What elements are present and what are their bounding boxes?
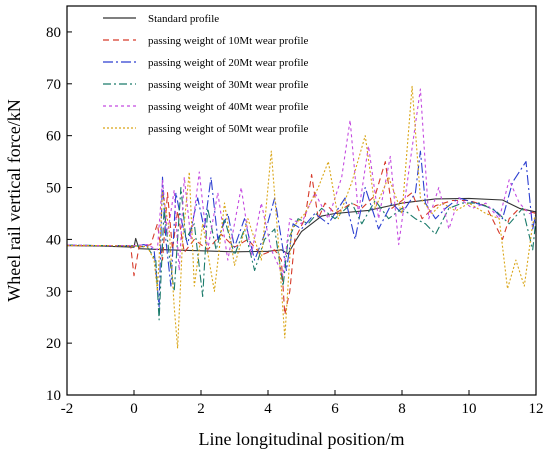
y-tick-label: 70 <box>46 77 61 93</box>
y-tick-label: 60 <box>46 129 61 145</box>
series-line-2 <box>66 150 537 308</box>
y-tick-label: 80 <box>46 25 61 41</box>
legend: Standard profile passing weight of 10Mt w… <box>103 13 308 135</box>
y-axis-title: Wheel rail vertical force/kN <box>4 99 24 301</box>
legend-label: Standard profile <box>148 13 219 25</box>
legend-label: passing weight of 20Mt wear profile <box>148 57 308 69</box>
x-tick-label: 2 <box>197 401 205 417</box>
legend-label: passing weight of 10Mt wear profile <box>148 35 308 47</box>
x-axis-title: Line longitudinal position/m <box>199 429 405 449</box>
x-tick-label: 10 <box>462 401 477 417</box>
legend-label: passing weight of 30Mt wear profile <box>148 79 308 91</box>
x-tick-label: 4 <box>264 401 272 417</box>
y-tick-label: 50 <box>46 181 61 197</box>
y-tick-label: 30 <box>46 284 61 300</box>
x-tick-label: -2 <box>61 401 74 417</box>
x-tick-label: 6 <box>331 401 339 417</box>
y-tick-label: 20 <box>46 336 61 352</box>
axes: -2 0 2 4 6 8 10 12 10 20 30 40 50 60 70 80 <box>46 5 544 417</box>
x-tick-label: 0 <box>130 401 138 417</box>
axes-frame <box>66 5 537 396</box>
series-line-4 <box>66 88 536 277</box>
x-tick-label: 8 <box>398 401 406 417</box>
y-tick-label: 40 <box>46 232 61 248</box>
legend-label: passing weight of 40Mt wear profile <box>148 101 308 113</box>
y-tick-label: 10 <box>46 388 61 404</box>
series-line-5 <box>67 85 537 349</box>
x-tick-label: 12 <box>529 401 544 417</box>
series-line-1 <box>67 161 537 316</box>
plot-area <box>66 85 537 349</box>
legend-label: passing weight of 50Mt wear profile <box>148 123 308 135</box>
series-line-3 <box>66 186 537 321</box>
